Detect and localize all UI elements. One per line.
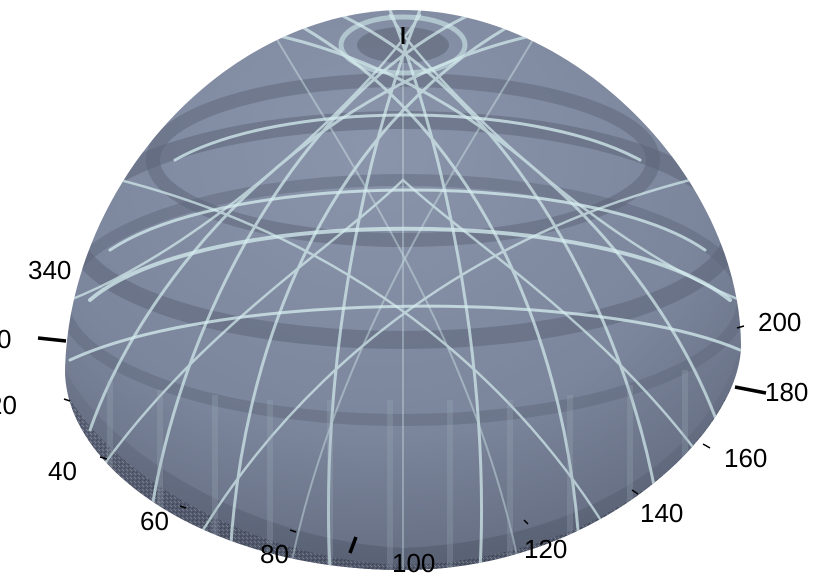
label-0: 0 [0,324,11,354]
hemisphere-surface [65,10,741,570]
tick-0 [37,336,67,343]
label-120: 120 [524,534,567,564]
label-100: 100 [392,548,435,574]
label-200: 200 [758,307,801,337]
tick-90 [348,536,358,554]
azimuth-labels: 340 0 20 40 60 80 100 120 140 160 180 20… [0,255,808,574]
rim-shadow [65,330,741,570]
label-60: 60 [140,506,169,536]
label-160: 160 [724,443,767,473]
tick-180 [734,385,767,395]
label-180: 180 [765,377,808,407]
label-40: 40 [48,456,77,486]
pole-ring [338,14,468,76]
label-140: 140 [640,498,683,528]
label-80: 80 [260,539,289,569]
axis-ticks [37,27,767,554]
label-20: 20 [0,390,17,420]
label-340: 340 [28,255,71,285]
